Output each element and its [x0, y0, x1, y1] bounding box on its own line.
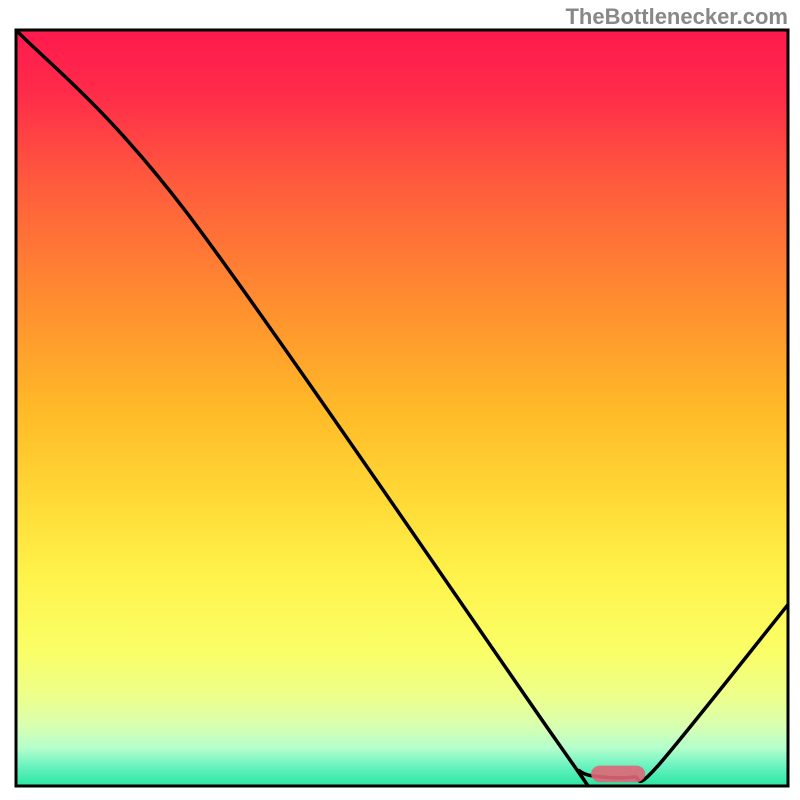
optimal-marker	[591, 766, 645, 783]
watermark-text: TheBottlenecker.com	[565, 4, 788, 30]
chart-container: { "watermark": { "text": "TheBottlenecke…	[0, 0, 800, 800]
bottleneck-chart	[0, 0, 800, 800]
